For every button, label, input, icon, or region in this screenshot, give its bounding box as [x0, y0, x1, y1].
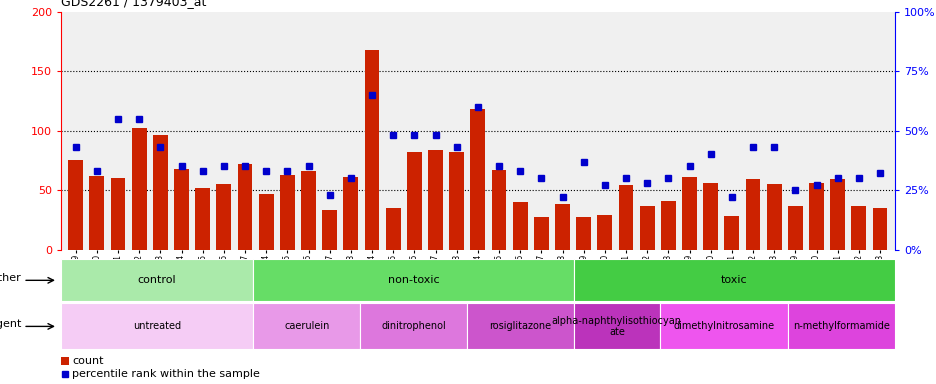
Bar	[238, 164, 252, 250]
Bar	[153, 135, 168, 250]
Text: untreated: untreated	[133, 321, 181, 331]
Bar	[386, 208, 401, 250]
Text: toxic: toxic	[721, 275, 747, 285]
Text: agent: agent	[0, 319, 22, 329]
Bar	[258, 194, 273, 250]
Bar	[576, 217, 591, 250]
Bar	[851, 205, 866, 250]
Bar	[322, 210, 337, 250]
Bar	[491, 170, 505, 250]
Bar	[61, 356, 69, 365]
Bar	[703, 183, 717, 250]
Text: rosiglitazone: rosiglitazone	[489, 321, 551, 331]
Bar	[809, 183, 823, 250]
Bar	[68, 161, 83, 250]
Bar	[280, 175, 295, 250]
Bar	[871, 208, 886, 250]
Bar	[359, 303, 467, 349]
Bar	[449, 152, 463, 250]
Bar	[253, 303, 359, 349]
Bar	[554, 204, 569, 250]
Bar	[574, 259, 894, 301]
Bar	[174, 169, 189, 250]
Bar	[61, 259, 253, 301]
Text: control: control	[138, 275, 176, 285]
Bar	[364, 50, 379, 250]
Bar	[829, 179, 844, 250]
Bar	[574, 303, 659, 349]
Bar	[470, 109, 485, 250]
Bar	[745, 179, 760, 250]
Bar	[216, 184, 231, 250]
Bar	[406, 152, 421, 250]
Text: non-toxic: non-toxic	[388, 275, 439, 285]
Bar	[61, 303, 253, 349]
Bar	[787, 303, 894, 349]
Bar	[724, 216, 739, 250]
Text: caerulein: caerulein	[284, 321, 329, 331]
Text: count: count	[72, 356, 104, 366]
Bar	[300, 171, 315, 250]
Bar	[132, 128, 146, 250]
Text: alpha-naphthylisothiocyan
ate: alpha-naphthylisothiocyan ate	[551, 316, 681, 337]
Bar	[467, 303, 574, 349]
Bar	[512, 202, 527, 250]
Bar	[787, 205, 802, 250]
Bar	[597, 215, 611, 250]
Bar	[253, 259, 574, 301]
Text: n-methylformamide: n-methylformamide	[792, 321, 889, 331]
Bar	[428, 150, 443, 250]
Bar	[660, 201, 675, 250]
Bar	[344, 177, 358, 250]
Bar	[766, 184, 781, 250]
Bar	[89, 176, 104, 250]
Text: GDS2261 / 1379403_at: GDS2261 / 1379403_at	[61, 0, 206, 8]
Bar	[110, 178, 125, 250]
Text: percentile rank within the sample: percentile rank within the sample	[72, 369, 260, 379]
Bar	[659, 303, 787, 349]
Text: dinitrophenol: dinitrophenol	[381, 321, 446, 331]
Bar	[681, 177, 696, 250]
Bar	[534, 217, 548, 250]
Text: other: other	[0, 273, 22, 283]
Bar	[618, 185, 633, 250]
Bar	[195, 188, 210, 250]
Bar	[639, 205, 654, 250]
Text: dimethylnitrosamine: dimethylnitrosamine	[672, 321, 773, 331]
